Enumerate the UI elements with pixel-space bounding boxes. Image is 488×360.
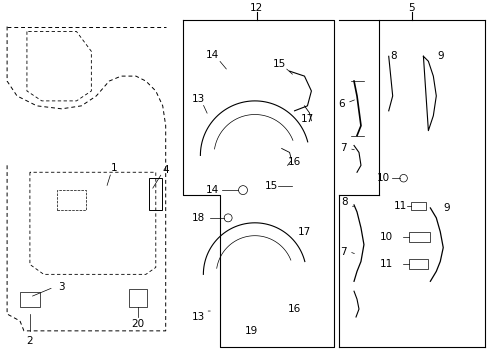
Text: 9: 9 [442,203,448,213]
Text: 16: 16 [287,304,301,314]
Bar [148,178,162,210]
Bar [129,289,146,307]
Text: 13: 13 [191,312,204,322]
Text: 8: 8 [389,51,396,61]
Text: 17: 17 [300,114,313,124]
Text: 7: 7 [339,247,346,257]
Text: 20: 20 [131,319,144,329]
Text: 10: 10 [379,232,392,242]
Text: 13: 13 [191,94,204,104]
Bar [57,190,86,210]
Text: 11: 11 [379,260,392,269]
Text: 15: 15 [272,59,286,69]
Text: 10: 10 [376,173,389,183]
Text: 7: 7 [339,144,346,153]
Text: 18: 18 [191,213,204,223]
Text: 17: 17 [297,227,310,237]
Text: 19: 19 [245,326,258,336]
Text: 2: 2 [26,336,33,346]
Bar [20,292,40,307]
Text: 3: 3 [58,282,65,292]
Text: 5: 5 [407,3,414,13]
Bar [407,232,429,242]
Text: 6: 6 [337,99,344,109]
Text: 8: 8 [340,197,346,207]
Text: 12: 12 [250,3,263,13]
Text: 14: 14 [205,50,219,60]
Text: 9: 9 [436,51,443,61]
Text: 1: 1 [111,163,117,173]
Text: 11: 11 [393,201,407,211]
Text: 16: 16 [287,157,301,167]
Text: 14: 14 [205,185,219,195]
Bar [407,260,427,269]
Text: 15: 15 [264,181,278,191]
Text: 4: 4 [162,165,169,175]
Bar [410,202,426,210]
